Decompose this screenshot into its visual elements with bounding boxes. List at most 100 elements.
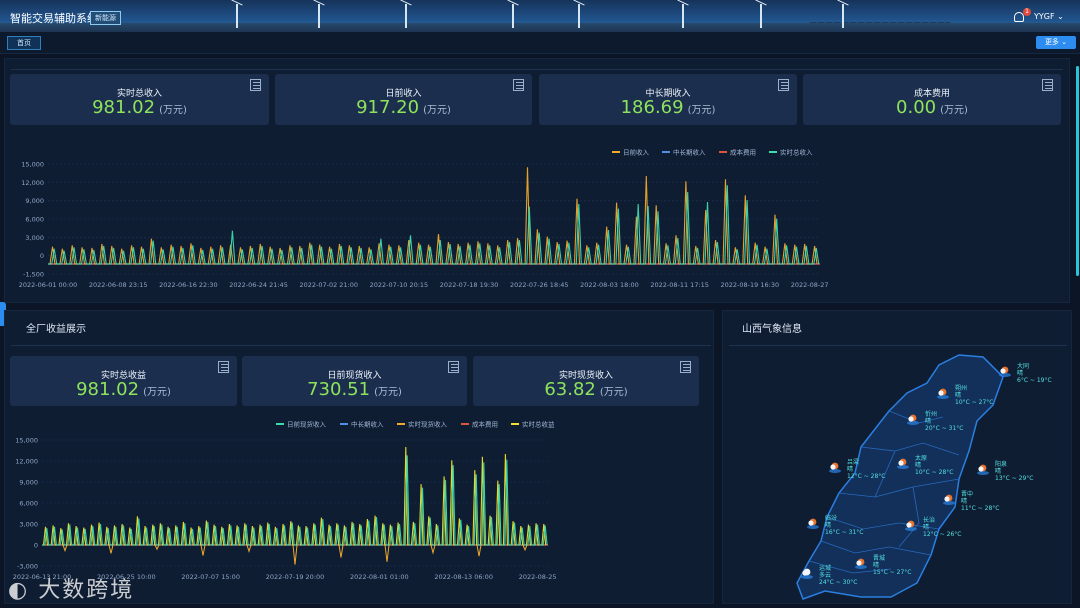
- weather-city[interactable]: 忻州晴 20°C ~ 31°C: [907, 411, 964, 432]
- weather-city[interactable]: 阳泉晴 13°C ~ 29°C: [977, 461, 1034, 482]
- weather-city[interactable]: 长治晴 12°C ~ 26°C: [905, 517, 962, 538]
- user-menu[interactable]: YYGF ⌄: [1034, 12, 1064, 21]
- city-temp: 16°C ~ 31°C: [825, 529, 864, 536]
- city-temp: 12°C ~ 28°C: [847, 473, 886, 480]
- x-tick-label: 2022-07-02 21:00: [299, 281, 358, 289]
- weather-city[interactable]: 晋中晴 11°C ~ 28°C: [943, 491, 1000, 512]
- y-tick-label: 0: [40, 252, 44, 260]
- weather-city[interactable]: 运城 多云 24°C ~ 30°C: [801, 565, 858, 586]
- kpi-value-row: 981.02 (万元): [10, 97, 269, 118]
- kpi-unit: (万元): [423, 105, 451, 116]
- weather-icon: [801, 568, 813, 579]
- watermark-text: 大数跨境: [38, 578, 135, 603]
- header-banner: 智能交易辅助系统 新能源 1 YYGF ⌄: [0, 0, 1080, 32]
- x-tick-label: 2022-08-19 16:30: [721, 281, 780, 289]
- y-tick-label: 3,000: [19, 521, 38, 529]
- kpi-label: 成本费用: [913, 89, 950, 99]
- kpi-card: 日前现货收入 730.51 (万元): [242, 356, 467, 406]
- bell-icon[interactable]: [1014, 12, 1024, 22]
- x-tick-label: 2022-08-27 15:45: [791, 281, 828, 289]
- shanxi-map[interactable]: [763, 347, 1013, 602]
- city-temp: 6°C ~ 19°C: [1017, 377, 1052, 384]
- wind-turbine-icon: [400, 0, 412, 28]
- x-tick-label: 2022-06-08 23:15: [89, 281, 148, 289]
- weather-city[interactable]: 大同晴 6°C ~ 19°C: [999, 363, 1052, 384]
- user-name: YYGF: [1034, 12, 1055, 21]
- series-line: [48, 167, 818, 265]
- legend-label: 日前现货收入: [287, 420, 327, 429]
- income-line-chart[interactable]: 15,000 12,000 9,000 6,000 3,000 0 -1,500 2022-0…: [8, 142, 828, 298]
- copy-icon[interactable]: [218, 361, 229, 373]
- kpi-value: 0.00: [896, 97, 937, 118]
- app-tag-badge: 新能源: [90, 11, 121, 25]
- city-name: 长治: [923, 517, 936, 524]
- city-condition: 晴: [847, 466, 854, 473]
- copy-icon[interactable]: [680, 361, 691, 373]
- tab-home[interactable]: 首页: [7, 36, 41, 50]
- x-tick-label: 2022-08-11 17:15: [650, 281, 709, 289]
- city-temp: 10°C ~ 28°C: [915, 469, 954, 476]
- copy-icon[interactable]: [1042, 79, 1053, 91]
- city-temp: 10°C ~ 27°C: [955, 399, 994, 406]
- city-name: 临汾: [825, 515, 838, 522]
- series-dip: [476, 544, 482, 557]
- series-dip: [200, 544, 206, 556]
- kpi-card: 实时现货收入 63.82 (万元): [473, 356, 699, 406]
- wind-turbine-icon: [755, 0, 767, 28]
- weather-city[interactable]: 朔州晴 10°C ~ 27°C: [937, 385, 994, 406]
- kpi-value: 730.51: [307, 379, 371, 400]
- city-name: 朔州: [955, 385, 968, 392]
- copy-icon[interactable]: [448, 361, 459, 373]
- city-name: 晋城: [873, 555, 886, 562]
- y-tick-label: 12,000: [21, 179, 44, 187]
- kpi-value: 63.82: [544, 379, 596, 400]
- weather-icon: [855, 558, 867, 569]
- series-dip: [292, 544, 298, 565]
- series-line: [42, 446, 547, 546]
- kpi-value-row: 981.02 (万元): [10, 379, 237, 400]
- sidebar-toggle[interactable]: [0, 302, 6, 326]
- x-tick-label: 2022-06-13 21:00: [13, 573, 72, 581]
- legend-label: 实时现货收入: [408, 420, 448, 429]
- wind-turbine-icon: [231, 0, 243, 28]
- weather-city[interactable]: 晋城晴 15°C ~ 27°C: [855, 555, 912, 576]
- kpi-value-row: 186.69 (万元): [539, 97, 797, 118]
- city-temp: 20°C ~ 31°C: [925, 425, 964, 432]
- city-condition: 晴: [961, 498, 968, 505]
- section-divider: [11, 69, 1063, 70]
- y-tick-label: 15,000: [21, 161, 44, 169]
- chevron-down-icon: ⌄: [1061, 38, 1068, 46]
- y-tick-label: -1,500: [23, 271, 44, 279]
- section-divider: [11, 345, 711, 346]
- city-name: 太原: [915, 455, 928, 462]
- plant-revenue-line-chart[interactable]: 15,000 12,000 9,000 6,000 3,000 0 -3,000 2022-0…: [8, 416, 558, 596]
- kpi-value-row: 730.51 (万元): [242, 379, 467, 400]
- chevron-down-icon: ⌄: [1057, 12, 1064, 21]
- kpi-card: 中长期收入 186.69 (万元): [539, 74, 797, 125]
- copy-icon[interactable]: [513, 79, 524, 91]
- scrollbar[interactable]: [1076, 66, 1079, 276]
- copy-icon[interactable]: [250, 79, 261, 91]
- city-temp: 15°C ~ 27°C: [873, 569, 912, 576]
- weather-icon: [807, 518, 819, 529]
- city-temp: 12°C ~ 26°C: [923, 531, 962, 538]
- copy-icon[interactable]: [778, 79, 789, 91]
- series-line: [42, 455, 548, 546]
- city-temp: 24°C ~ 30°C: [819, 579, 858, 586]
- y-tick-label: 6,000: [25, 216, 44, 224]
- city-condition: 晴: [1017, 370, 1024, 377]
- weather-city[interactable]: 临汾晴 16°C ~ 31°C: [807, 515, 864, 536]
- more-button[interactable]: 更多 ⌄: [1036, 36, 1076, 49]
- weather-icon: [999, 366, 1011, 377]
- x-tick-label: 2022-08-25 11:00: [519, 573, 558, 581]
- city-condition: 晴: [825, 522, 832, 529]
- weather-icon: [937, 388, 949, 399]
- city-name: 大同: [1017, 363, 1030, 370]
- weather-city[interactable]: 吕梁晴 12°C ~ 28°C: [829, 459, 886, 480]
- more-label: 更多: [1044, 38, 1059, 46]
- weather-city[interactable]: 太原晴 10°C ~ 28°C: [897, 455, 954, 476]
- notification-count-badge: 1: [1023, 8, 1031, 16]
- y-tick-label: 9,000: [19, 479, 38, 487]
- city-condition: 晴: [915, 462, 922, 469]
